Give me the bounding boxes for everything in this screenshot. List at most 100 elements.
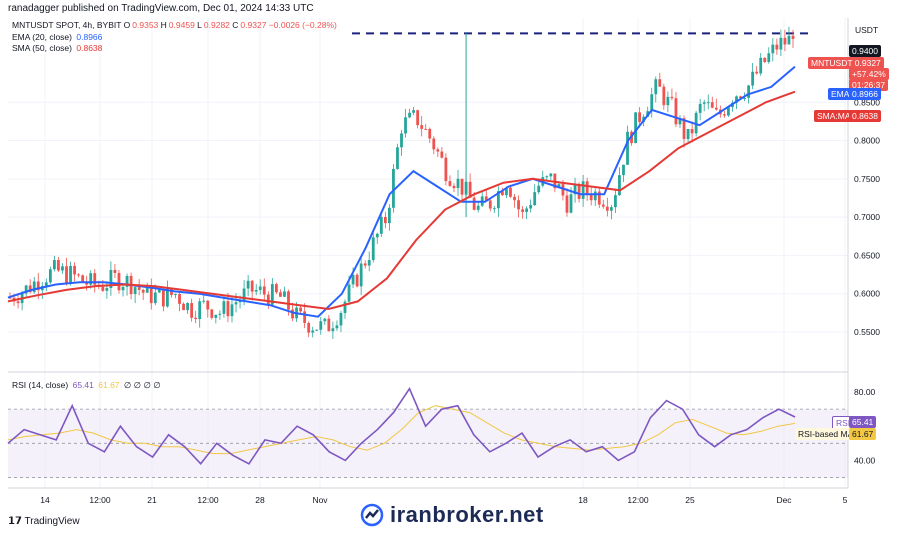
candle-body [222, 301, 226, 314]
legend-sma: SMA (50, close) 0.8638 [12, 43, 102, 54]
candle-body [727, 107, 730, 116]
legend-symbol: MNTUSDT SPOT, 4h, BYBIT [12, 20, 122, 30]
candle-body [307, 322, 311, 333]
candle-body [706, 102, 710, 104]
candle-body [492, 208, 496, 210]
rsi-tick-label: 40.00 [854, 455, 876, 465]
candle-body [767, 53, 771, 62]
candle-body [279, 292, 282, 297]
candle-body [367, 260, 371, 266]
candle-body [755, 71, 759, 74]
time-tick-label: 18 [578, 495, 588, 505]
legend-h-label: H [160, 20, 167, 30]
candle-body [149, 285, 153, 304]
price-tick-label: 0.6500 [854, 250, 880, 260]
time-tick-label: 12:00 [89, 495, 111, 505]
legend-ema-value: 0.8966 [76, 32, 103, 42]
candle-body [593, 191, 597, 201]
legend-low: 0.9282 [203, 20, 230, 30]
candle-body [387, 207, 391, 224]
candle-body [573, 185, 577, 195]
candle-body [16, 301, 20, 304]
candle-body [113, 269, 117, 273]
candle-body [178, 294, 181, 304]
resistance-price-tag: 0.9400 [849, 45, 881, 57]
legend-l-label: L [197, 20, 202, 30]
candle-body [456, 178, 460, 189]
candle-body [77, 274, 81, 276]
candle-body [65, 266, 68, 284]
currency-label[interactable]: USDT [855, 25, 879, 35]
candle-body [383, 216, 387, 224]
candle-body [299, 307, 302, 312]
candle-body [432, 138, 436, 150]
candle-body [424, 128, 428, 130]
rsi-line [7, 387, 796, 466]
legend-high: 0.9459 [168, 20, 195, 30]
candle-body [258, 286, 262, 290]
candle-body [121, 286, 125, 291]
candle-body [331, 328, 335, 332]
legend-rsi-ma-value: 61.67 [98, 380, 120, 390]
price-tag-change: +57.42% [849, 68, 889, 80]
candle-body [605, 206, 609, 211]
legend-c-label: C [232, 20, 239, 30]
price-tick-label: 0.7000 [854, 212, 880, 222]
candle-body [270, 284, 274, 305]
candle-body [133, 287, 137, 295]
candle-body [634, 112, 637, 144]
sma-tag-value: 0.8638 [849, 110, 881, 122]
candle-body [565, 195, 569, 213]
candle-body [472, 197, 476, 210]
candle-body [577, 185, 581, 199]
time-tick-label: 25 [685, 495, 695, 505]
candle-body [743, 97, 746, 99]
rsi-ma-tag-value: 61.67 [849, 428, 877, 440]
legend-rsi-label: RSI (14, close) [12, 380, 69, 390]
candle-body [460, 178, 464, 195]
candle-body [81, 275, 85, 283]
candle-body [335, 325, 339, 329]
candle-body [702, 102, 706, 104]
candle-body [396, 147, 399, 169]
candle-body [125, 275, 129, 287]
candle-body [513, 196, 516, 201]
candle-body [57, 259, 60, 271]
candle-body [323, 318, 327, 322]
candle-body [783, 37, 787, 45]
tradingview-logo: 𝟭𝟳 TradingView [8, 516, 80, 527]
candle-body [274, 284, 278, 293]
candle-body [569, 194, 573, 213]
candle-body [787, 35, 791, 45]
candle-body [618, 175, 621, 196]
candle-body [722, 114, 726, 116]
candle-body [529, 205, 533, 209]
legend-close: 0.9327 [240, 20, 267, 30]
candle-body [89, 273, 93, 285]
candle-body [234, 302, 238, 305]
candle-body [32, 281, 36, 293]
candle-body [484, 196, 488, 201]
candle-body [779, 37, 783, 50]
candle-body [614, 195, 617, 208]
candle-body [327, 318, 331, 332]
price-tick-label: 0.7500 [854, 174, 880, 184]
candle-body [315, 329, 319, 331]
candle-body [359, 263, 363, 287]
candle-body [501, 191, 504, 196]
candle-body [351, 274, 355, 285]
candle-body [230, 304, 234, 317]
candle-body [242, 288, 246, 301]
candle-body [157, 289, 161, 293]
candle-body [311, 330, 315, 333]
candle-body [420, 125, 424, 129]
candle-body [319, 321, 323, 330]
rsi-axis-ticks: 80.00 40.00 [854, 387, 876, 465]
candle-body [190, 303, 194, 318]
candle-body [8, 297, 12, 299]
watermark-icon [360, 503, 384, 527]
candle-body [69, 265, 72, 284]
time-tick-label: Nov [312, 495, 328, 505]
candle-body [44, 282, 48, 287]
candle-body [448, 181, 452, 186]
